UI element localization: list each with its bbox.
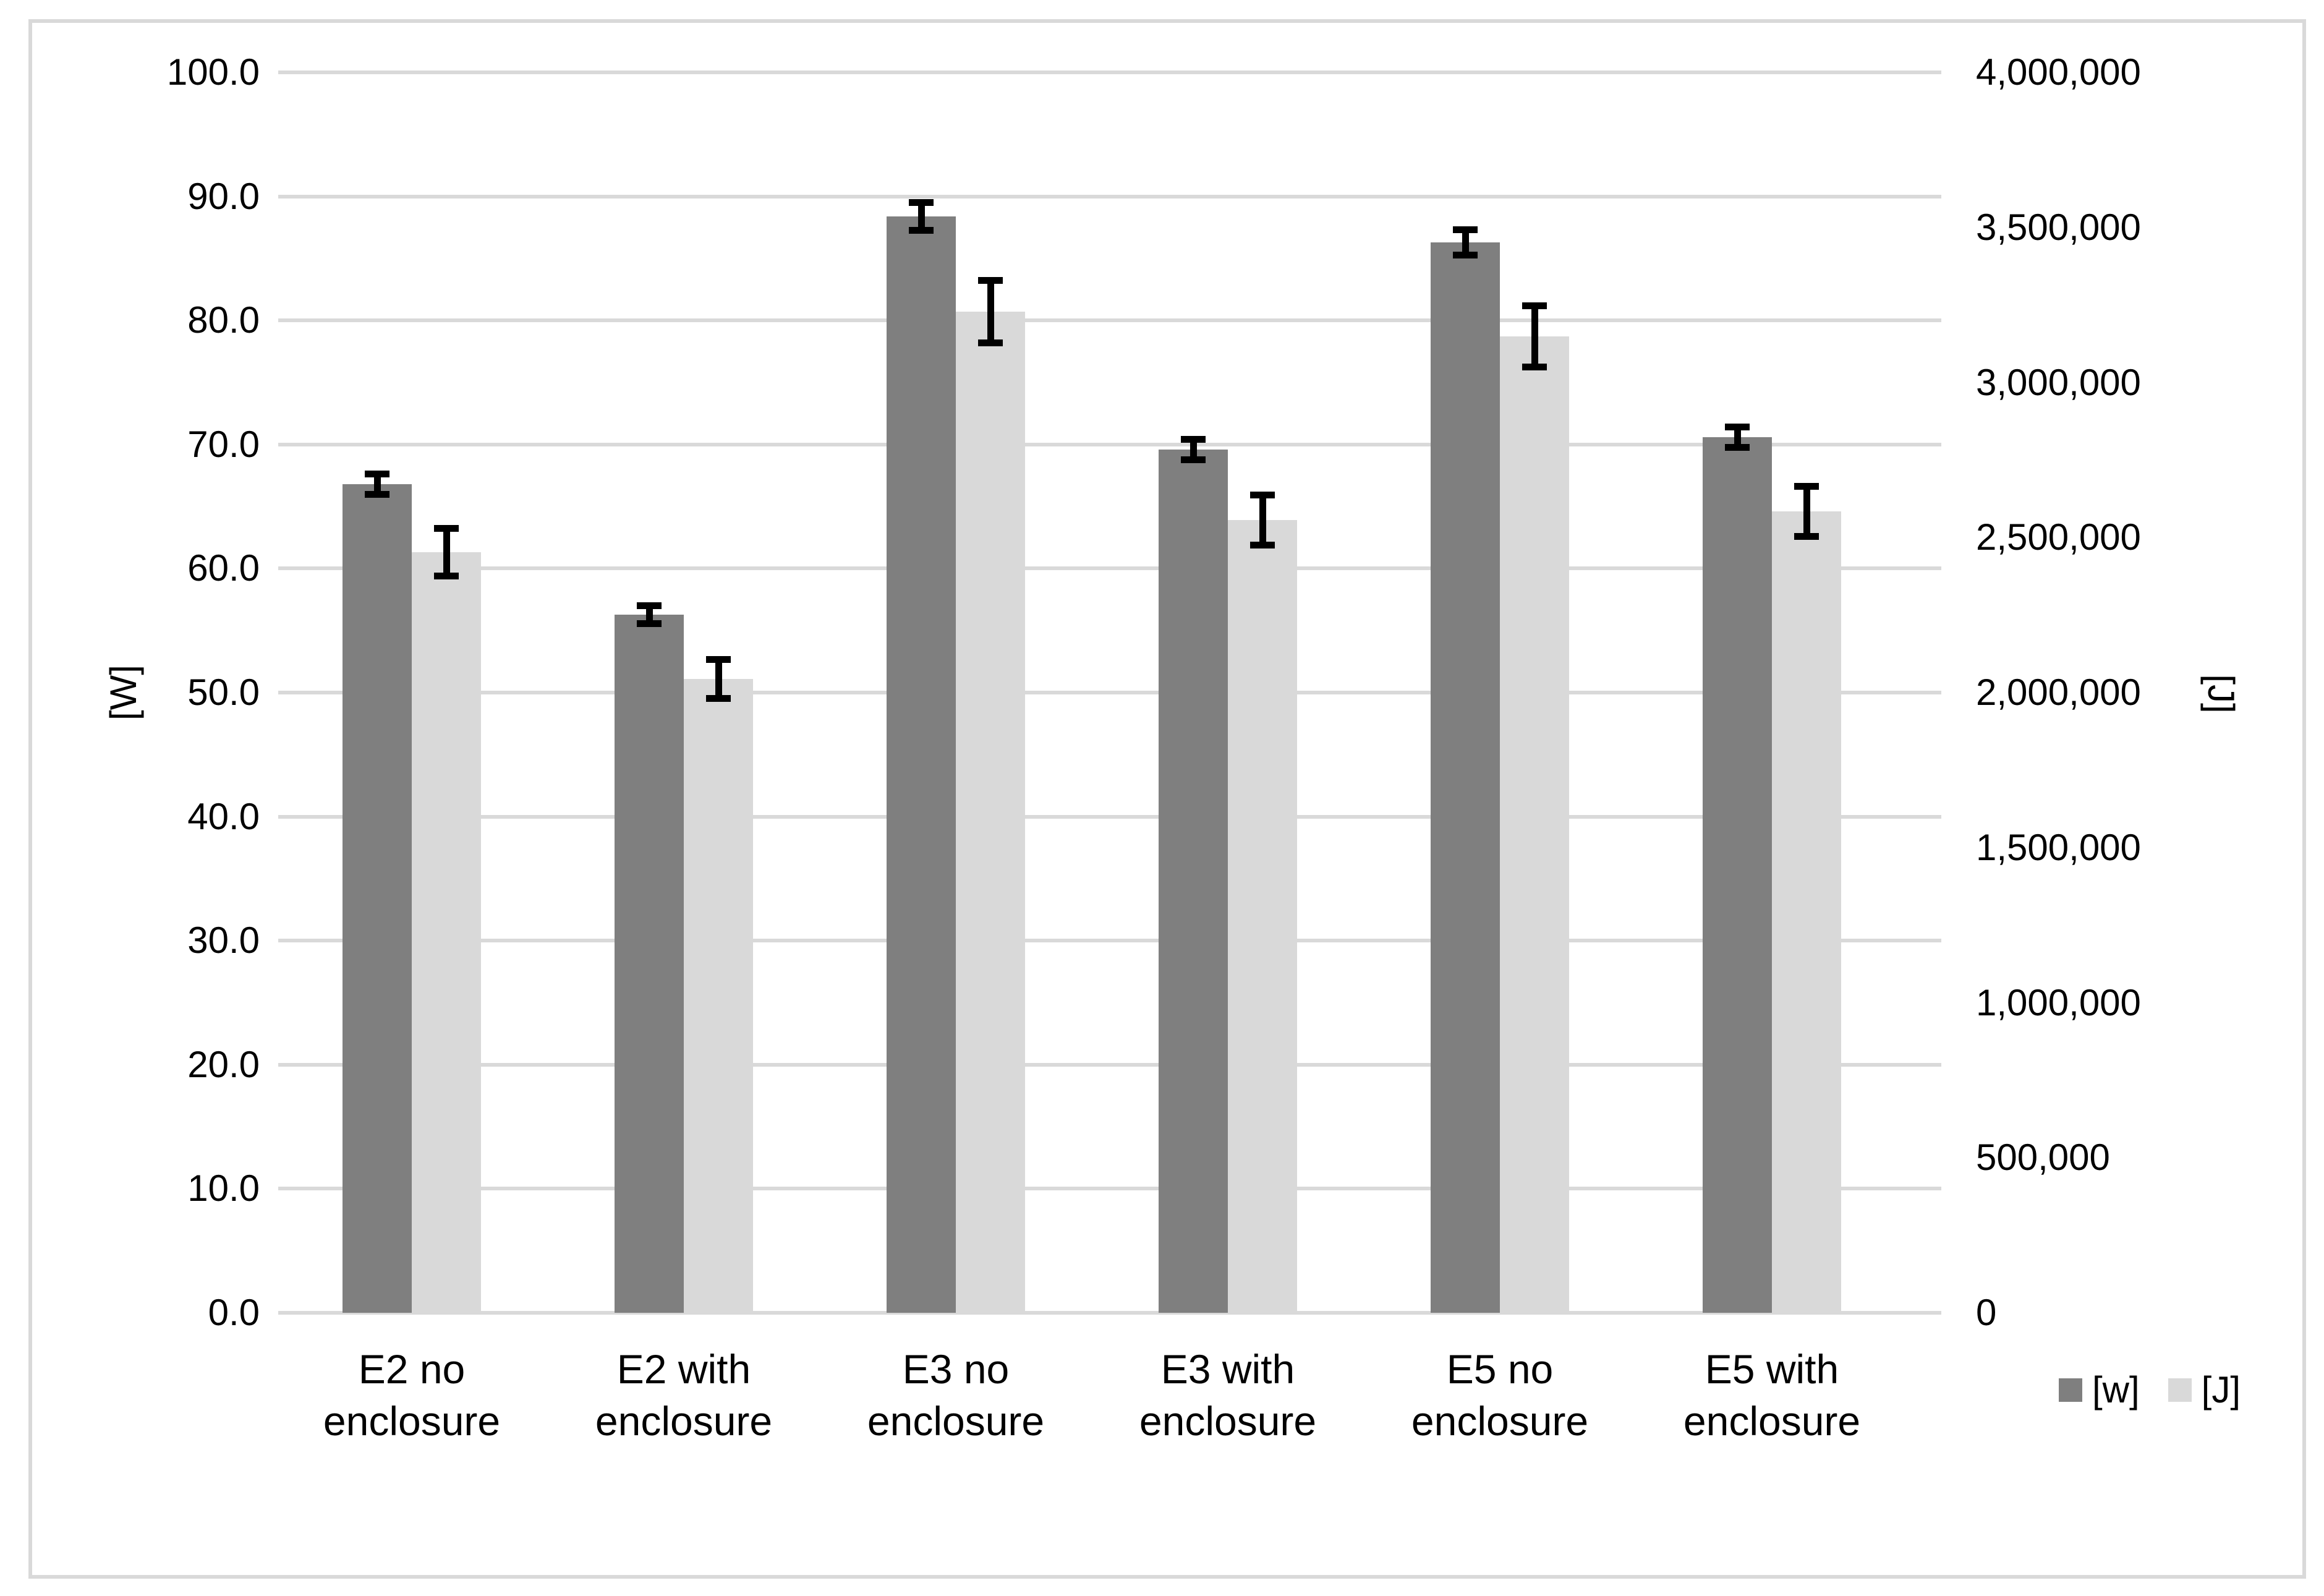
error-bar [434,525,459,580]
legend-item: [J] [2168,1371,2241,1409]
left-axis-tick-label: 100.0 [166,51,260,93]
error-bar-cap-bottom [1522,364,1547,371]
error-bar [1725,423,1750,451]
right-axis-tick-label: 2,000,000 [1976,672,2141,713]
bar-w-e5-with-enclosure [1703,437,1772,1313]
right-axis-tick-label: 500,000 [1976,1137,2110,1179]
error-bar [706,655,731,702]
left-axis-tick-label: 90.0 [187,175,260,217]
left-axis-tick-label: 20.0 [187,1043,260,1085]
left-axis-tick-label: 60.0 [187,547,260,589]
error-bar [1794,482,1819,540]
error-bar-stem [1803,482,1810,540]
error-bar-stem [917,198,925,234]
error-bar-cap-bottom [1725,443,1750,451]
gridline [278,194,1941,198]
x-axis-line [278,1311,1941,1315]
error-bar-stem [1259,492,1266,549]
left-axis-tick-label: 10.0 [187,1167,260,1210]
error-bar [978,276,1003,347]
error-bar-cap-bottom [1794,533,1819,540]
bar-w-e3-no-enclosure [887,216,956,1313]
error-bar-cap-bottom [909,226,934,234]
right-axis-tick-label: 1,000,000 [1976,981,2141,1023]
legend-swatch-icon [2059,1378,2082,1402]
right-axis-tick-label: 2,500,000 [1976,516,2141,558]
x-axis-label-e2-no-enclosure: E2 no enclosure [323,1346,501,1444]
x-axis-label-e2-with-enclosure: E2 with enclosure [595,1346,773,1444]
right-axis-tick-label: 0 [1976,1292,1997,1333]
right-axis-tick-label: 4,000,000 [1976,51,2141,93]
legend-swatch-icon [2168,1378,2192,1402]
bar-j-e5-no-enclosure [1500,336,1569,1313]
right-axis-tick-label: 3,000,000 [1976,361,2141,403]
right-axis-title: [J] [2200,674,2242,714]
error-bar-cap-bottom [365,491,389,498]
error-bar-stem [1190,435,1197,463]
error-bar-cap-bottom [978,339,1003,347]
gridline [278,1187,1941,1191]
bar-j-e2-with-enclosure [684,678,753,1313]
gridline [278,442,1941,446]
error-bar-cap-bottom [637,620,662,627]
bar-w-e2-with-enclosure [615,614,684,1313]
bar-w-e5-no-enclosure [1431,242,1500,1313]
gridline [278,566,1941,571]
bar-w-e2-no-enclosure [343,484,412,1313]
error-bar-stem [645,602,653,627]
gridline [278,318,1941,323]
left-axis-tick-label: 40.0 [187,795,260,837]
left-axis-tick-label: 70.0 [187,423,260,465]
error-bar-stem [443,525,450,580]
gridline [278,691,1941,694]
error-bar [1453,226,1478,258]
error-bar [1250,492,1275,549]
error-bar-stem [373,470,381,498]
error-bar-cap-bottom [1181,456,1206,463]
error-bar [365,470,389,498]
left-axis-tick-label: 0.0 [208,1292,260,1333]
legend-label: [J] [2201,1369,2241,1410]
error-bar-cap-bottom [1453,251,1478,258]
error-bar-stem [987,276,994,347]
error-bar-cap-bottom [1250,542,1275,549]
legend-label: [w] [2092,1369,2140,1410]
error-bar [909,198,934,234]
x-axis-label-e5-no-enclosure: E5 no enclosure [1411,1346,1589,1444]
right-axis-tick-label: 3,500,000 [1976,206,2141,248]
gridline [278,1062,1941,1067]
error-bar-cap-bottom [434,573,459,580]
x-axis-label-e3-no-enclosure: E3 no enclosure [867,1346,1045,1444]
error-bar [1522,302,1547,371]
x-axis-label-e3-with-enclosure: E3 with enclosure [1139,1346,1317,1444]
error-bar [1181,435,1206,463]
legend-item: [w] [2059,1371,2140,1409]
gridline [278,939,1941,943]
bar-j-e3-with-enclosure [1228,520,1297,1313]
gridline [278,814,1941,819]
error-bar [637,602,662,627]
bar-j-e5-with-enclosure [1772,511,1841,1313]
error-bar-cap-bottom [706,695,731,702]
left-axis-title: [W] [103,665,144,720]
error-bar-stem [1734,423,1741,451]
x-axis-label-e5-with-enclosure: E5 with enclosure [1683,1346,1861,1444]
left-axis-tick-label: 30.0 [187,920,260,962]
error-bar-stem [715,655,722,702]
legend: [w] [J] [2059,1371,2241,1409]
error-bar-stem [1462,226,1469,258]
left-axis-tick-label: 50.0 [187,672,260,713]
bar-w-e3-with-enclosure [1159,449,1228,1313]
gridline [278,70,1941,74]
right-axis-tick-label: 1,500,000 [1976,826,2141,868]
bar-j-e3-no-enclosure [956,312,1025,1313]
error-bar-stem [1531,302,1538,371]
chart-frame: 100.0 90.0 80.0 70.0 60.0 50.0 40.0 30.0 20.0 10.… [28,19,2306,1579]
bar-j-e2-no-enclosure [412,552,481,1313]
left-axis-tick-label: 80.0 [187,299,260,341]
